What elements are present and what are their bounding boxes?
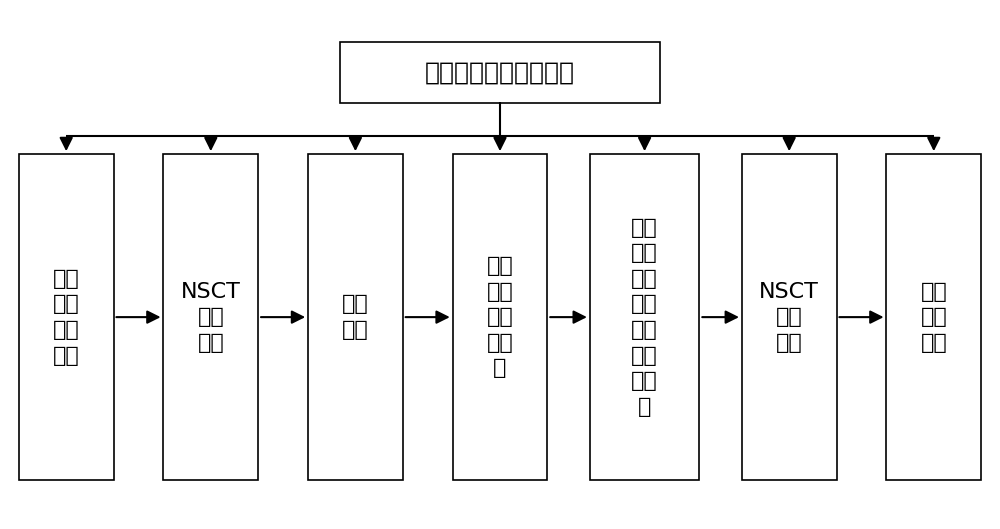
Text: 水下图像自动增强系统: 水下图像自动增强系统 (425, 60, 575, 85)
Bar (742, 154, 837, 480)
Bar (308, 154, 403, 480)
Bar (590, 154, 699, 480)
Text: 去噪
模块: 去噪 模块 (342, 294, 369, 340)
Bar (19, 154, 114, 480)
Text: 不均
匀光
照纠
正模
块: 不均 匀光 照纠 正模 块 (487, 256, 513, 378)
Text: 输出
显示
模块: 输出 显示 模块 (920, 281, 947, 353)
Bar (340, 42, 660, 103)
Bar (453, 154, 547, 480)
Bar (886, 154, 981, 480)
Text: NSCT
分解
模块: NSCT 分解 模块 (181, 281, 241, 353)
Text: NSCT
重构
模块: NSCT 重构 模块 (759, 281, 819, 353)
Text: 水下
图像
采集
模块: 水下 图像 采集 模块 (53, 269, 80, 366)
Bar (163, 154, 258, 480)
Text: 基于
人眼
视觉
特性
的自
动增
强模
块: 基于 人眼 视觉 特性 的自 动增 强模 块 (631, 217, 658, 417)
